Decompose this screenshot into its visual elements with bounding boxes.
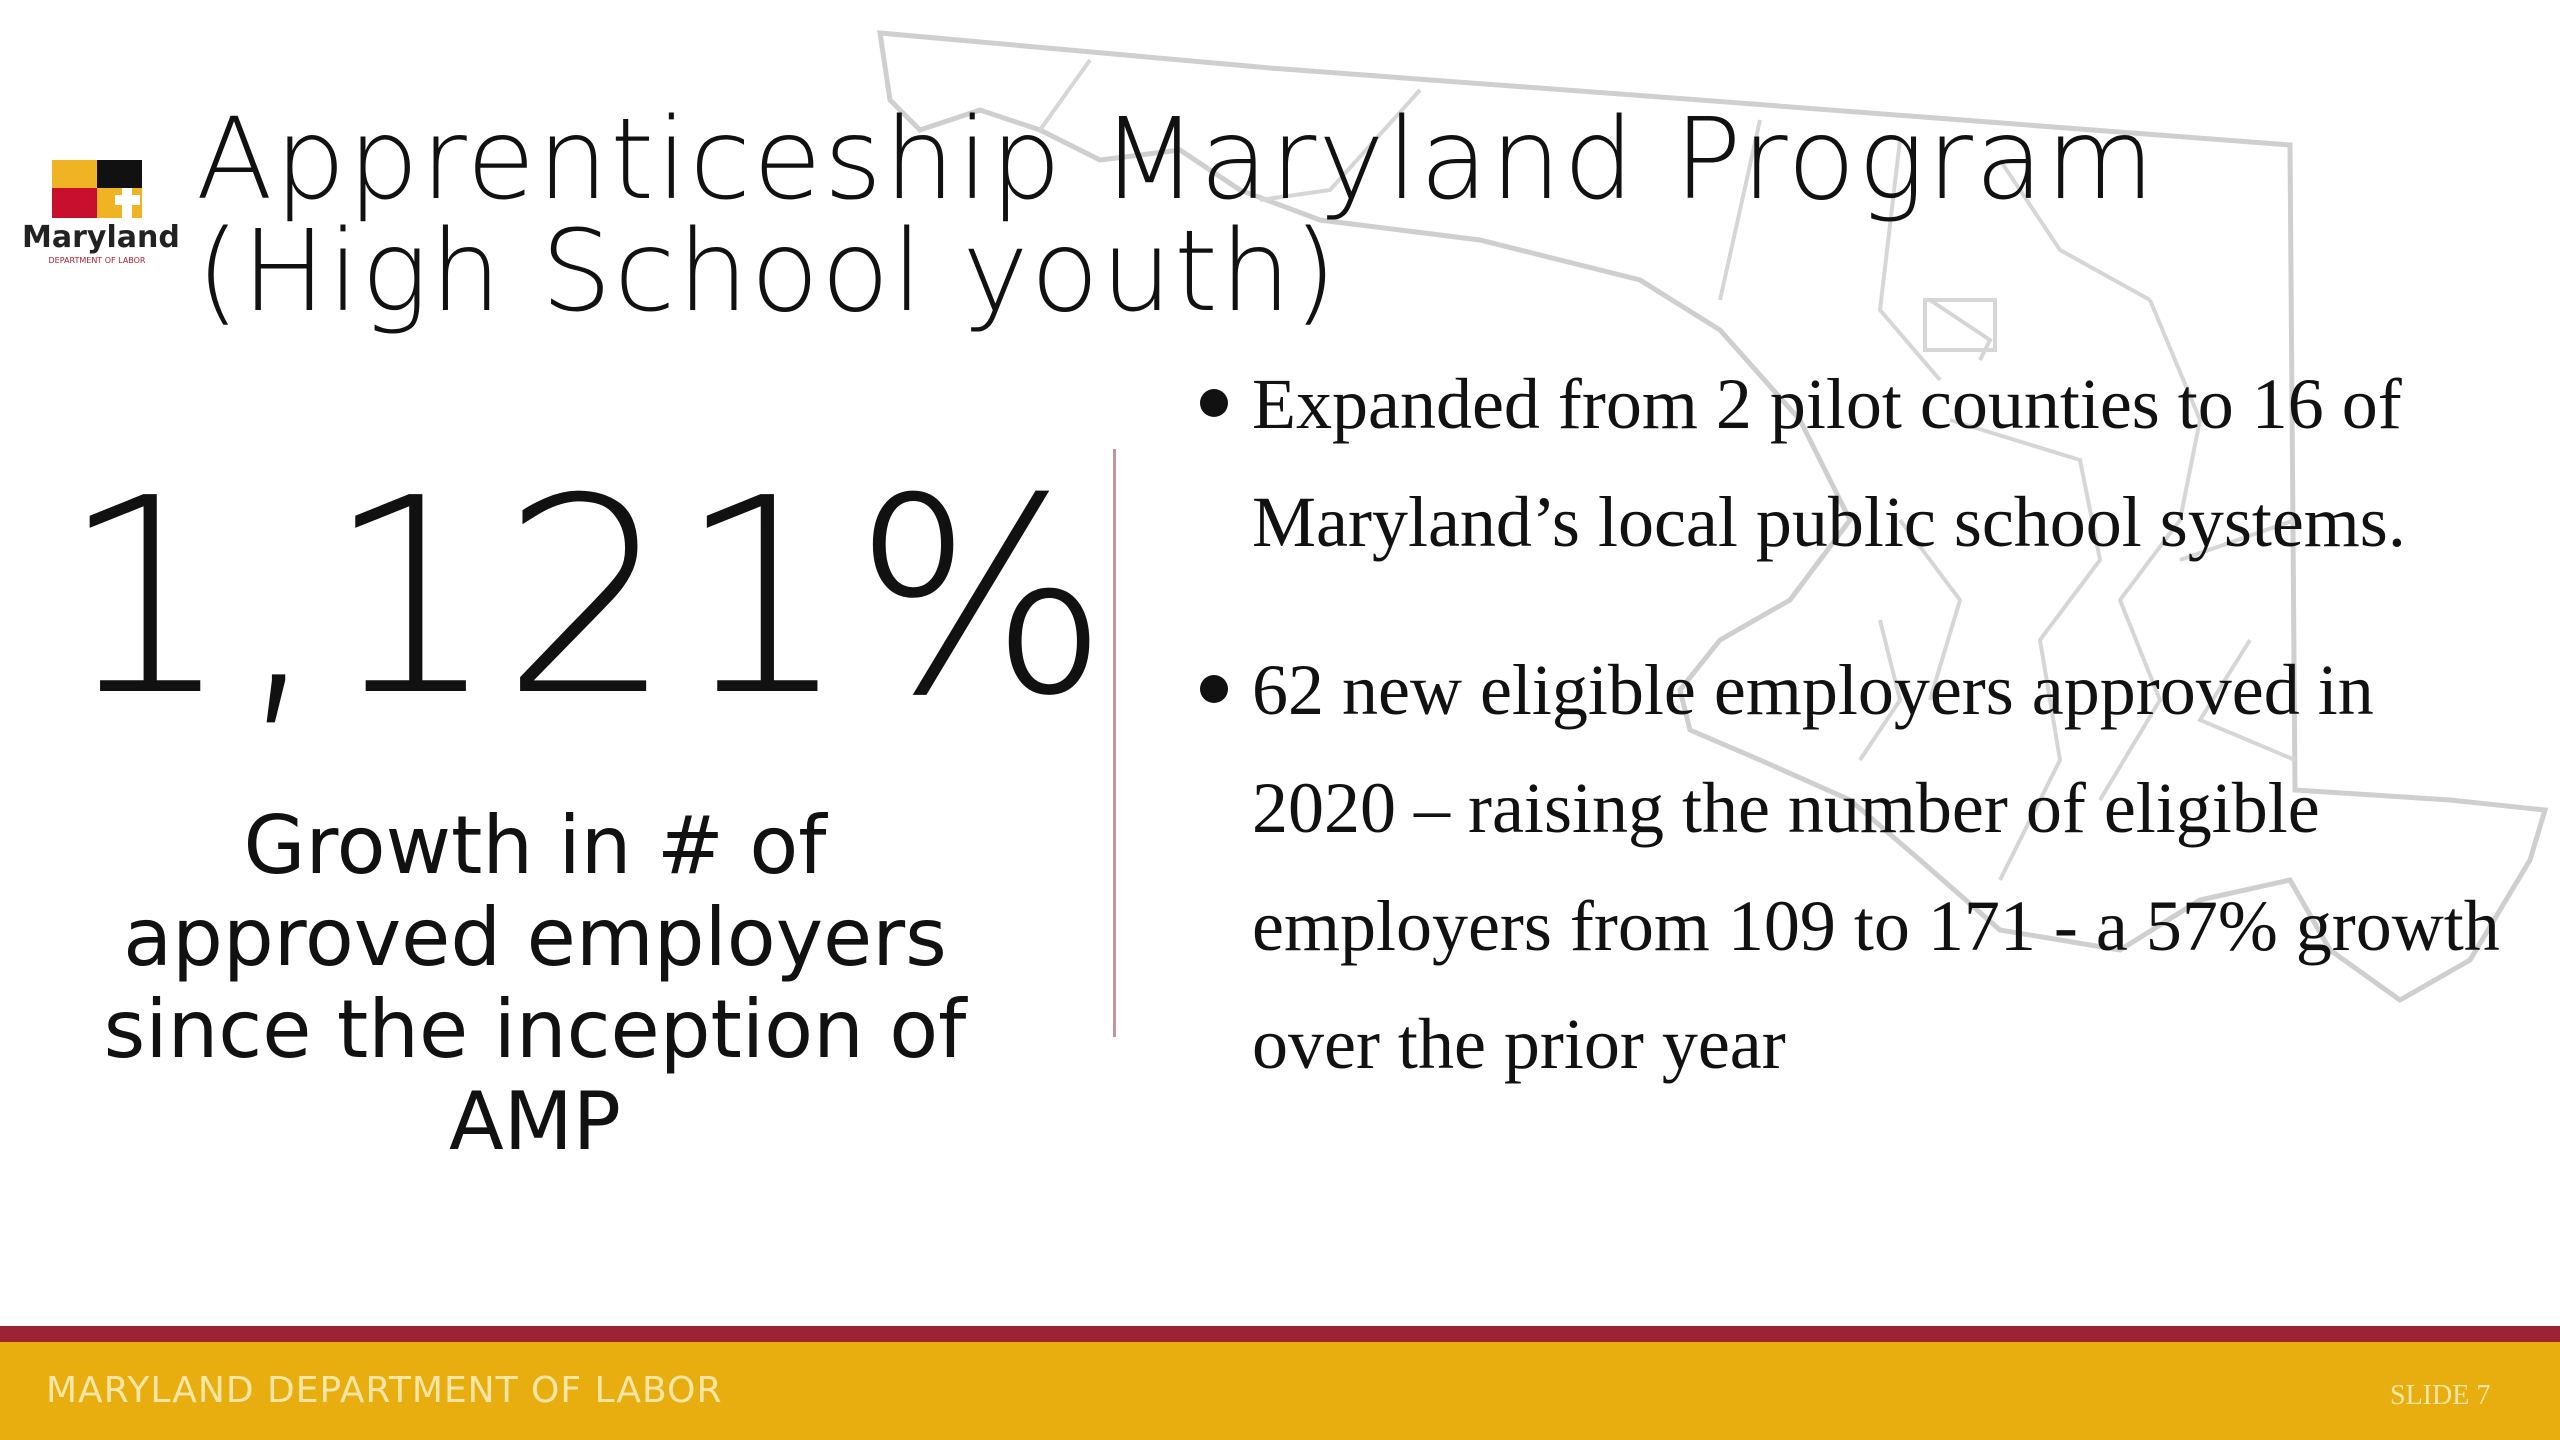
logo-flag — [52, 160, 142, 218]
stat-value: 1,121% — [60, 440, 1114, 755]
city-border — [1923, 298, 1997, 352]
title-line: (High School youth) — [196, 207, 1339, 337]
logo-name: Maryland — [22, 220, 180, 255]
title-line: Apprenticeship Maryland Program — [196, 95, 2157, 225]
bullet: 62 new eligible employers approved in 20… — [1200, 631, 2502, 1103]
bullet-list: Expanded from 2 pilot counties to 16 of … — [1180, 345, 2502, 1153]
logo-subtitle: DEPARTMENT OF LABOR — [48, 256, 146, 265]
footer-band — [0, 1342, 2560, 1440]
stat-caption: Growth in # of approved employers since … — [103, 799, 967, 1168]
footer-stripe — [0, 1326, 2560, 1342]
footer-organization: MARYLAND DEPARTMENT OF LABOR — [46, 1370, 723, 1411]
state-border — [877, 30, 2549, 1003]
slide-number: SLIDE 7 — [2390, 1380, 2491, 1411]
bullet: Expanded from 2 pilot counties to 16 of … — [1200, 345, 2502, 581]
divider — [1113, 449, 1116, 1037]
county-borders — [1038, 58, 2296, 881]
